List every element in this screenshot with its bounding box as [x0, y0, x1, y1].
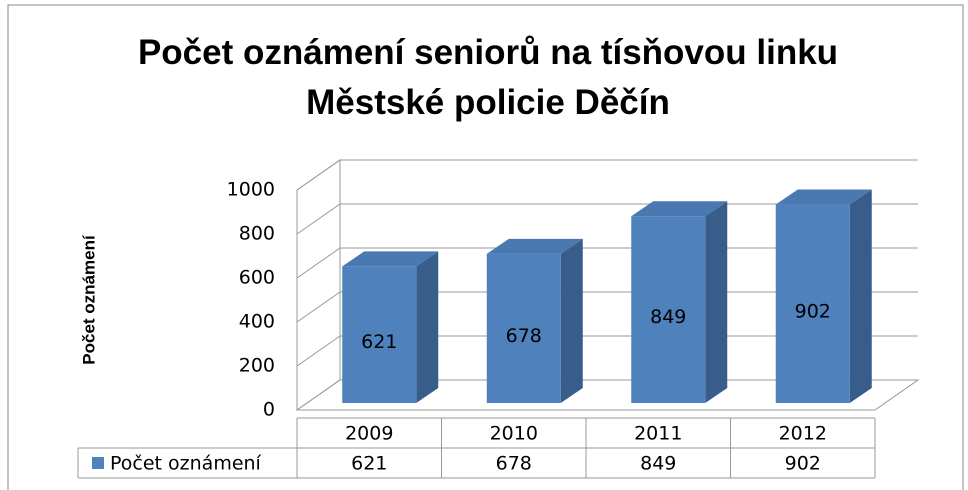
bar-side: [560, 238, 583, 403]
y-tick-label: 600: [239, 267, 275, 289]
x-tick-label: 2009: [345, 423, 393, 445]
legend-label: Počet oznámení: [110, 453, 262, 475]
bar-top: [775, 189, 872, 205]
x-tick-label: 2011: [634, 423, 682, 445]
y-tick-label: 0: [263, 399, 275, 421]
x-tick-label: 2010: [490, 423, 538, 445]
side-wall: [296, 159, 341, 410]
bar: [631, 216, 706, 403]
bar-side: [849, 189, 872, 403]
grid-line: [296, 159, 918, 191]
y-tick-label: 800: [239, 223, 275, 245]
bar-top: [342, 251, 439, 267]
data-label: 902: [795, 300, 831, 322]
table-value: 678: [496, 453, 532, 475]
bar-top: [486, 238, 583, 254]
bar: [342, 266, 417, 403]
data-label: 678: [506, 325, 542, 347]
bar-top: [631, 201, 728, 217]
legend-swatch: [92, 457, 104, 469]
y-tick-label: 200: [239, 355, 275, 377]
table-value: 621: [351, 453, 387, 475]
table-value: 902: [785, 453, 821, 475]
table-value: 849: [640, 453, 676, 475]
chart-border: [7, 4, 964, 490]
x-tick-label: 2012: [779, 423, 827, 445]
bar: [486, 253, 561, 403]
bar-side: [705, 201, 728, 403]
data-label: 621: [361, 331, 397, 353]
bar: [775, 204, 850, 403]
y-tick-label: 1000: [227, 179, 275, 201]
y-tick-label: 400: [239, 311, 275, 333]
bar-side: [416, 251, 439, 403]
chart-title: Počet oznámení seniorů na tísňovou linku…: [137, 33, 839, 122]
y-axis-label: Počet oznámení: [79, 234, 98, 365]
data-label: 849: [650, 306, 686, 328]
